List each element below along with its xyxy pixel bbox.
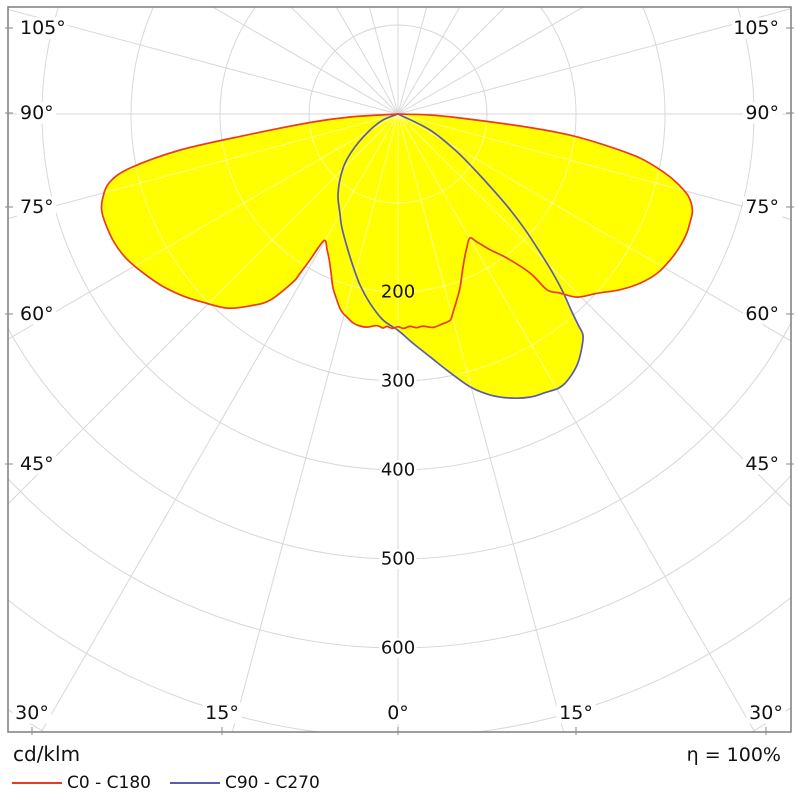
grid-pale-ray: [397, 114, 693, 399]
label-backing: [742, 196, 782, 218]
grid-pale-ray: [397, 114, 693, 399]
label-backing: [556, 702, 596, 724]
c0-c180-line-swatch: [12, 782, 62, 784]
angle-label: 90°: [20, 102, 54, 124]
legend-item-c0-c180: C0 - C180: [12, 773, 151, 793]
angle-label: 30°: [749, 702, 783, 724]
angle-label: 30°: [15, 702, 49, 724]
angle-label: 75°: [20, 196, 54, 218]
angle-label: 105°: [733, 17, 779, 39]
label-backing: [383, 702, 413, 724]
ring-value-label: 600: [381, 638, 415, 659]
chart-frame: [7, 6, 792, 733]
grid-pale-ray: [101, 114, 399, 399]
ring-value-label: 200: [381, 282, 415, 303]
label-backing: [742, 453, 782, 475]
label-backing: [17, 196, 57, 218]
label-backing: [379, 460, 417, 480]
legend-footer: cd/klm η = 100% C0 - C180 C90 - C270: [0, 732, 798, 800]
grid-pale-ray: [397, 114, 693, 399]
grid-ray: [397, 8, 791, 115]
efficiency-label: η = 100%: [686, 744, 781, 766]
label-backing: [746, 702, 786, 724]
grid-pale-ray: [101, 114, 399, 399]
polar-chart: 105° 105° 90° 90° 75° 75° 60° 60° 45° 45° 30° 15° 0°…: [5, 6, 794, 735]
label-backing: [379, 638, 417, 658]
label-backing: [742, 102, 782, 124]
c0-c180-curve: [100, 113, 694, 330]
ring-value-label: 500: [381, 549, 415, 570]
angle-label: 60°: [20, 303, 54, 325]
label-backing: [379, 549, 417, 569]
grid-ray: [40, 113, 399, 732]
angle-label: 15°: [205, 702, 239, 724]
c90-c270-line-swatch: [170, 782, 220, 784]
ring-value-label: 300: [381, 371, 415, 392]
grid-pale-ray: [397, 114, 693, 399]
angle-label: 105°: [20, 17, 66, 39]
chart-plot-area: [8, 7, 791, 732]
grid-pale-ray: [397, 114, 693, 399]
label-backing: [12, 702, 52, 724]
angle-label: 75°: [745, 196, 779, 218]
angle-label: 0°: [387, 702, 409, 724]
label-backing: [202, 702, 242, 724]
angle-label: 90°: [745, 102, 779, 124]
label-backing: [17, 303, 57, 325]
angle-label: 45°: [20, 453, 54, 475]
label-backing: [731, 17, 782, 39]
angle-label: 15°: [559, 702, 593, 724]
grid-pale-ray: [101, 114, 399, 399]
legend-label-c90-c270: C90 - C270: [225, 773, 320, 793]
label-backing: [17, 102, 57, 124]
legend-item-c90-c270: C90 - C270: [170, 773, 320, 793]
legend-label-c0-c180: C0 - C180: [67, 773, 151, 793]
units-label: cd/klm: [13, 742, 81, 766]
label-backing: [379, 371, 417, 391]
label-backing: [742, 303, 782, 325]
angle-label: 45°: [745, 453, 779, 475]
grid-ray: [231, 113, 399, 732]
c90-c270-curve: [337, 113, 584, 400]
angle-label: 60°: [745, 303, 779, 325]
ring-value-label: 400: [381, 460, 415, 481]
grid-ray: [8, 8, 399, 115]
label-backing: [17, 453, 57, 475]
label-backing: [17, 17, 68, 39]
